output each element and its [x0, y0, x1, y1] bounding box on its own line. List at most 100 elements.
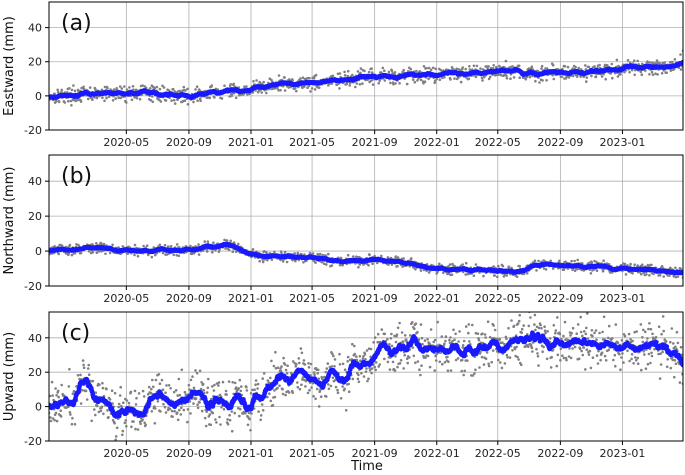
raw-point — [162, 86, 166, 89]
raw-point — [526, 272, 529, 275]
raw-point — [594, 75, 598, 79]
raw-point — [312, 77, 316, 80]
raw-point — [355, 82, 359, 85]
raw-point — [210, 84, 214, 87]
raw-point — [390, 69, 394, 72]
raw-point — [576, 258, 579, 262]
raw-point — [245, 85, 248, 88]
raw-point — [381, 66, 385, 70]
raw-point — [540, 64, 544, 68]
raw-point — [352, 255, 355, 258]
raw-point — [541, 79, 544, 82]
raw-point — [91, 98, 94, 101]
raw-point — [447, 265, 450, 268]
raw-point — [505, 76, 509, 80]
raw-point — [501, 264, 505, 268]
raw-point — [633, 68, 637, 72]
raw-point — [604, 77, 607, 81]
raw-point — [632, 59, 636, 62]
raw-point — [468, 65, 471, 68]
raw-point — [380, 254, 383, 258]
raw-point — [674, 266, 677, 270]
raw-point — [154, 253, 157, 257]
raw-point — [602, 259, 605, 263]
raw-point — [237, 242, 240, 246]
raw-point — [655, 59, 659, 62]
raw-point — [251, 248, 255, 251]
raw-point — [472, 64, 476, 68]
raw-point — [295, 89, 298, 93]
raw-point — [679, 267, 683, 271]
raw-point — [377, 82, 381, 85]
raw-point — [361, 82, 364, 85]
raw-point — [560, 75, 564, 78]
raw-point — [203, 240, 206, 243]
raw-point — [631, 272, 634, 275]
raw-point — [299, 77, 302, 80]
raw-point — [217, 250, 221, 253]
raw-point — [123, 85, 126, 88]
raw-point — [630, 68, 634, 72]
raw-point — [651, 73, 655, 77]
raw-point — [169, 244, 173, 248]
raw-point — [644, 69, 647, 72]
raw-point — [351, 73, 354, 77]
raw-point — [488, 75, 492, 79]
raw-point — [114, 97, 117, 100]
raw-point — [434, 67, 438, 71]
raw-point — [487, 77, 491, 81]
raw-point — [102, 242, 106, 246]
raw-point — [537, 259, 540, 263]
raw-point — [149, 99, 153, 102]
raw-point — [357, 265, 360, 269]
raw-point — [582, 269, 586, 272]
raw-point — [145, 244, 149, 247]
raw-point — [57, 252, 60, 256]
raw-point — [503, 273, 507, 277]
raw-point — [504, 59, 508, 63]
x-tick-label: 2021-09 — [352, 292, 398, 305]
raw-point — [551, 63, 555, 67]
raw-point — [199, 99, 202, 102]
raw-point — [540, 67, 543, 70]
raw-point — [482, 274, 485, 278]
x-tick-label: 2022-09 — [537, 292, 583, 305]
raw-point — [615, 58, 619, 62]
raw-point — [558, 259, 561, 263]
raw-point — [654, 72, 657, 75]
raw-point — [343, 70, 346, 74]
raw-point — [487, 65, 490, 68]
raw-point — [82, 87, 86, 91]
raw-point — [339, 256, 343, 260]
raw-point — [72, 84, 75, 87]
raw-point — [317, 86, 321, 89]
raw-point — [112, 88, 116, 91]
raw-point — [584, 64, 587, 67]
raw-point — [330, 264, 334, 267]
raw-point — [74, 99, 77, 103]
raw-point — [95, 251, 99, 255]
raw-point — [70, 88, 74, 92]
raw-point — [115, 87, 118, 90]
raw-point — [575, 267, 579, 271]
raw-point — [495, 65, 498, 69]
y-tick-label: 40 — [28, 22, 42, 35]
raw-point — [601, 269, 605, 273]
raw-point — [609, 72, 612, 75]
raw-point — [415, 69, 418, 73]
x-tick-label: 2020-05 — [103, 136, 149, 149]
raw-point — [346, 253, 350, 257]
raw-point — [493, 274, 497, 277]
panel-label: (a) — [61, 11, 92, 36]
raw-point — [258, 80, 262, 84]
raw-point — [511, 65, 514, 68]
raw-point — [225, 239, 229, 242]
raw-point — [412, 78, 415, 81]
raw-point — [232, 82, 235, 86]
raw-point — [265, 91, 268, 95]
raw-point — [574, 65, 577, 69]
raw-point — [436, 270, 440, 273]
raw-point — [163, 243, 167, 247]
raw-point — [336, 72, 340, 76]
raw-point — [252, 80, 255, 83]
